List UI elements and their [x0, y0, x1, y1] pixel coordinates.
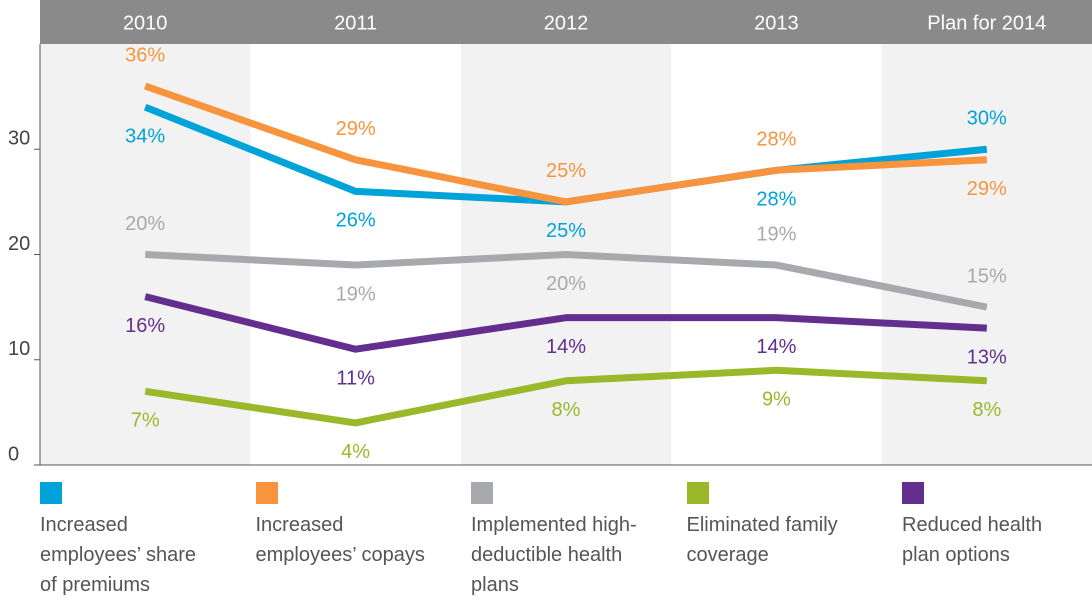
series-line [144, 366, 987, 427]
x-tick-label: 2012 [544, 12, 589, 34]
legend-label: Increased employees’ copays [255, 514, 425, 566]
x-tick-label: 2011 [334, 12, 377, 34]
data-label: 11% [336, 368, 375, 390]
data-label: 29% [336, 118, 376, 140]
data-label: 19% [336, 283, 376, 305]
y-tick-label: 30 [8, 128, 30, 150]
data-label: 4% [341, 441, 370, 463]
data-label: 7% [131, 410, 160, 432]
data-label: 13% [967, 346, 1007, 368]
data-label: 8% [972, 399, 1001, 421]
data-label: 28% [756, 189, 796, 211]
legend-label: Eliminated family coverage [686, 514, 838, 566]
legend-swatch [902, 482, 924, 504]
data-label: 30% [967, 108, 1007, 130]
legend-label: Increased employees’ share of premiums [40, 514, 197, 596]
legend-label: Implemented high-deductible health plans [471, 514, 637, 596]
legend-swatch [255, 482, 278, 504]
legend-swatch [686, 482, 709, 504]
data-label: 36% [125, 44, 165, 66]
series-line [145, 251, 988, 311]
data-label: 26% [336, 210, 376, 232]
legend-swatch [471, 482, 493, 504]
data-label: 29% [967, 178, 1007, 200]
header-bar [40, 0, 1092, 44]
series-line [144, 293, 987, 353]
data-label: 20% [125, 213, 165, 235]
chart: 2010 2011 2012 2013 Plan for 2014 0 10 20 30 34% 2… [8, 0, 1092, 466]
data-label: 25% [546, 160, 586, 182]
x-tick-label: 2010 [123, 12, 168, 34]
data-label: 25% [546, 220, 586, 242]
data-label: 15% [967, 265, 1007, 287]
legend-label: Reduced health plan options [902, 514, 1043, 566]
series-line [144, 82, 987, 206]
x-tick-label: 2013 [754, 12, 799, 34]
x-tick-label: Plan for 2014 [927, 12, 1046, 34]
data-label: 9% [762, 389, 791, 411]
legend-swatch [40, 482, 62, 504]
data-label: 20% [546, 273, 586, 295]
y-tick-label: 10 [8, 338, 30, 360]
column-band [881, 44, 1092, 465]
data-label: 16% [125, 315, 165, 337]
data-label: 28% [756, 129, 796, 151]
data-label: 19% [756, 223, 796, 245]
data-label: 34% [125, 125, 165, 147]
data-label: 14% [546, 336, 586, 358]
data-label: 14% [756, 336, 796, 358]
data-label: 8% [552, 399, 581, 421]
y-tick-label: 20 [8, 233, 30, 255]
y-tick-label: 0 [8, 443, 19, 465]
